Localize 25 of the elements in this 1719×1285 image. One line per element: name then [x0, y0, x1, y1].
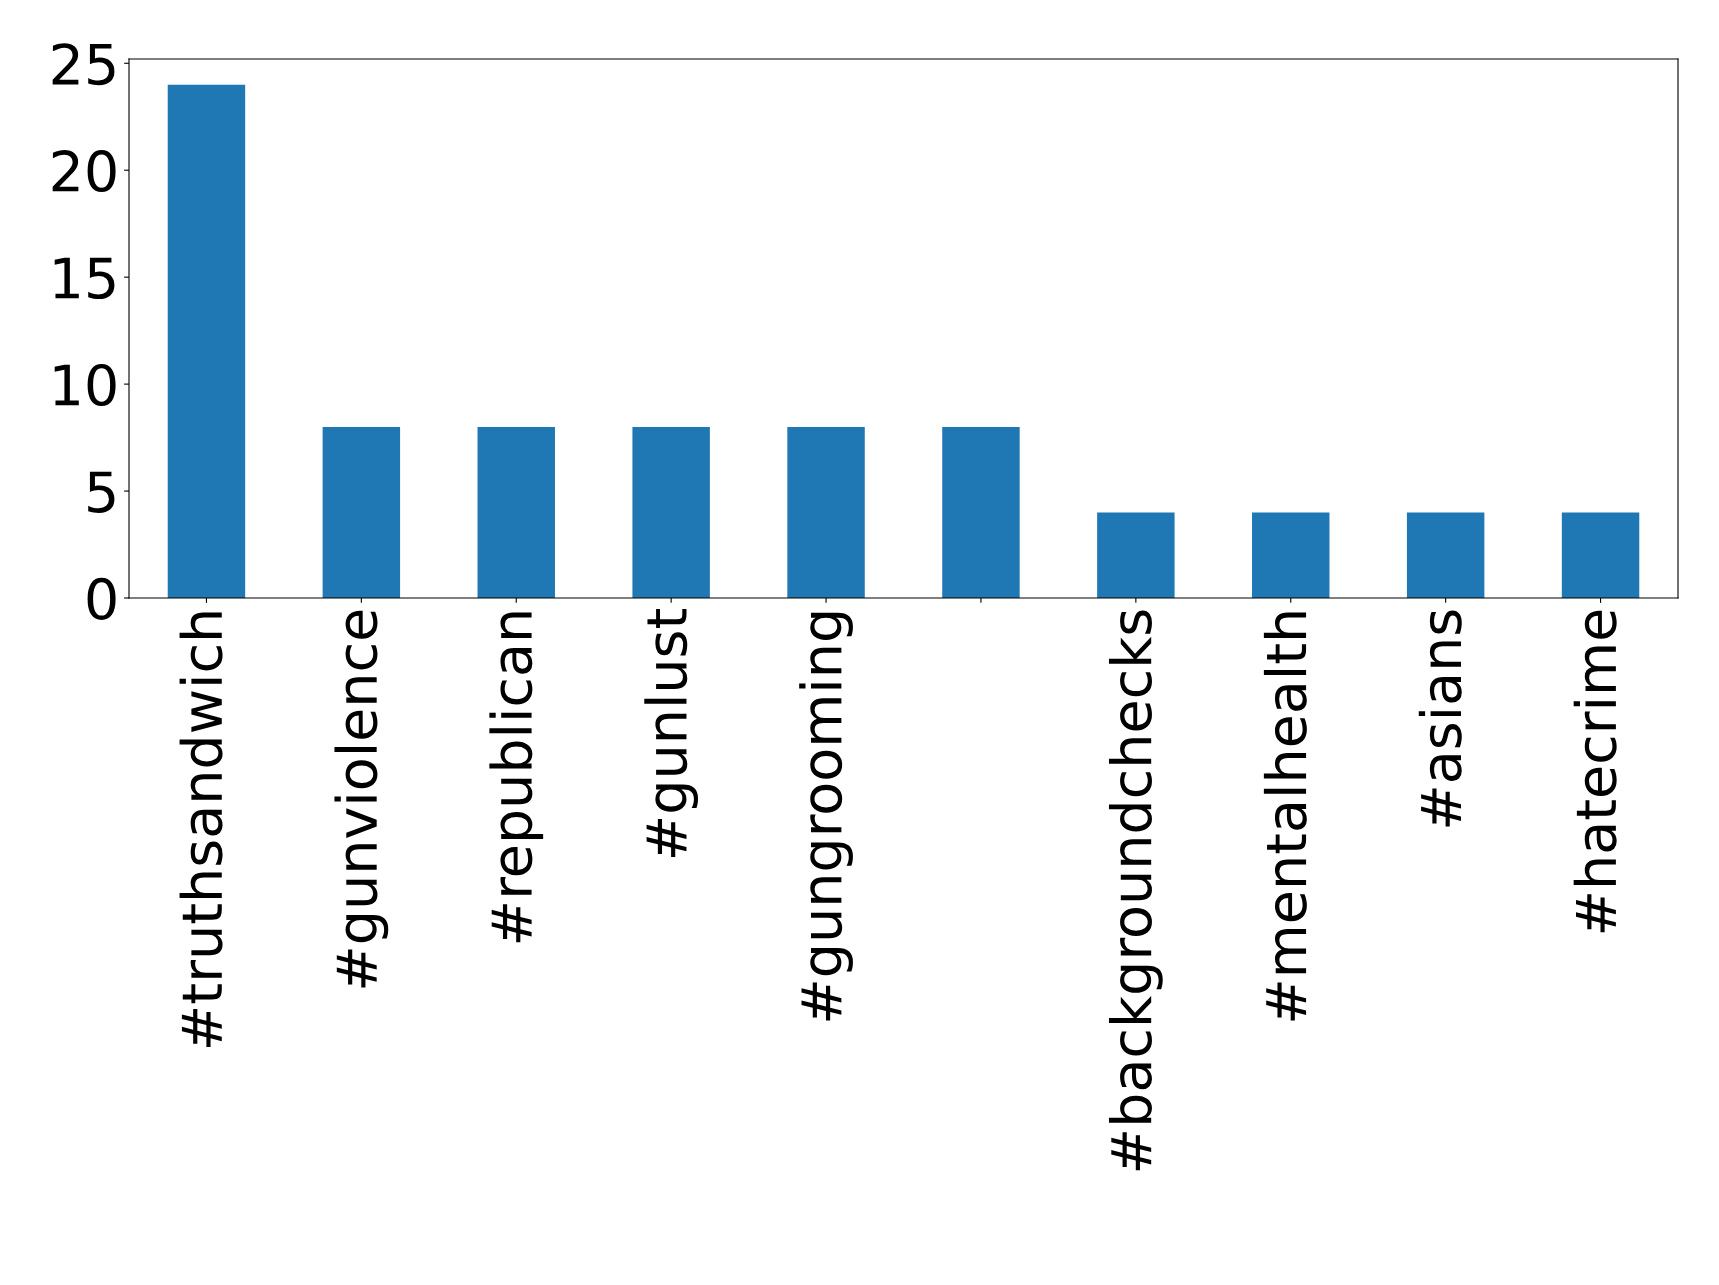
bar [1097, 512, 1175, 598]
bar [167, 84, 246, 598]
y-tick-label: 15 [54, 257, 115, 300]
x-tick-label: #backgroundchecks [1108, 610, 1163, 1171]
y-tick-label: 5 [88, 471, 115, 513]
bar [1406, 512, 1485, 598]
bar [322, 426, 401, 598]
bar [632, 426, 710, 598]
x-tick-label: #gunlust [644, 609, 699, 858]
x-tick-label: #hatecrime [1573, 610, 1617, 933]
x-tick-label: #truthsandwich [179, 612, 223, 1047]
bar [942, 426, 1020, 598]
y-tick-label: 0 [87, 577, 116, 620]
x-tick-label: #gunviolence [334, 610, 389, 988]
bar [787, 426, 865, 598]
x-tick-label: #republican [489, 612, 544, 943]
x-tick-label: #mentalhealth [1263, 612, 1307, 1021]
x-tick-label: #asians [1418, 610, 1462, 827]
y-tick-label: 25 [52, 43, 115, 86]
bar [1561, 512, 1640, 598]
y-tick-label: 10 [54, 363, 116, 407]
bar [477, 426, 555, 598]
y-tick-label: 20 [52, 150, 116, 193]
x-tick-label: #gungrooming [799, 612, 853, 1021]
bar [1252, 512, 1330, 598]
